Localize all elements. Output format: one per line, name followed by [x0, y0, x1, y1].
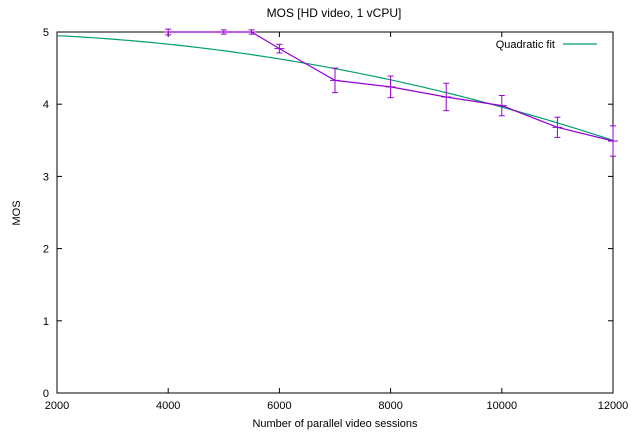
x-tick-label: 10000	[487, 400, 518, 412]
chart-title: MOS [HD video, 1 vCPU]	[267, 6, 402, 20]
y-tick-label: 4	[43, 99, 49, 111]
y-tick-label: 2	[43, 244, 49, 256]
x-axis-label: Number of parallel video sessions	[252, 418, 418, 430]
y-tick-label: 3	[43, 171, 49, 183]
x-tick-label: 2000	[45, 400, 69, 412]
legend: Quadratic fit	[496, 39, 597, 51]
x-tick-label: 6000	[267, 400, 291, 412]
axis-ticks: 2000 4000 6000 8000 10000 12000 0 1 2 3 4 5	[43, 27, 628, 412]
x-tick-label: 12000	[598, 400, 629, 412]
y-axis-label: MOS	[11, 200, 23, 225]
y-tick-label: 0	[43, 388, 49, 400]
y-tick-label: 5	[43, 27, 49, 39]
legend-label-quadratic-fit: Quadratic fit	[496, 39, 555, 51]
x-tick-label: 8000	[378, 400, 402, 412]
x-tick-label: 4000	[156, 400, 180, 412]
y-tick-label: 1	[43, 316, 49, 328]
